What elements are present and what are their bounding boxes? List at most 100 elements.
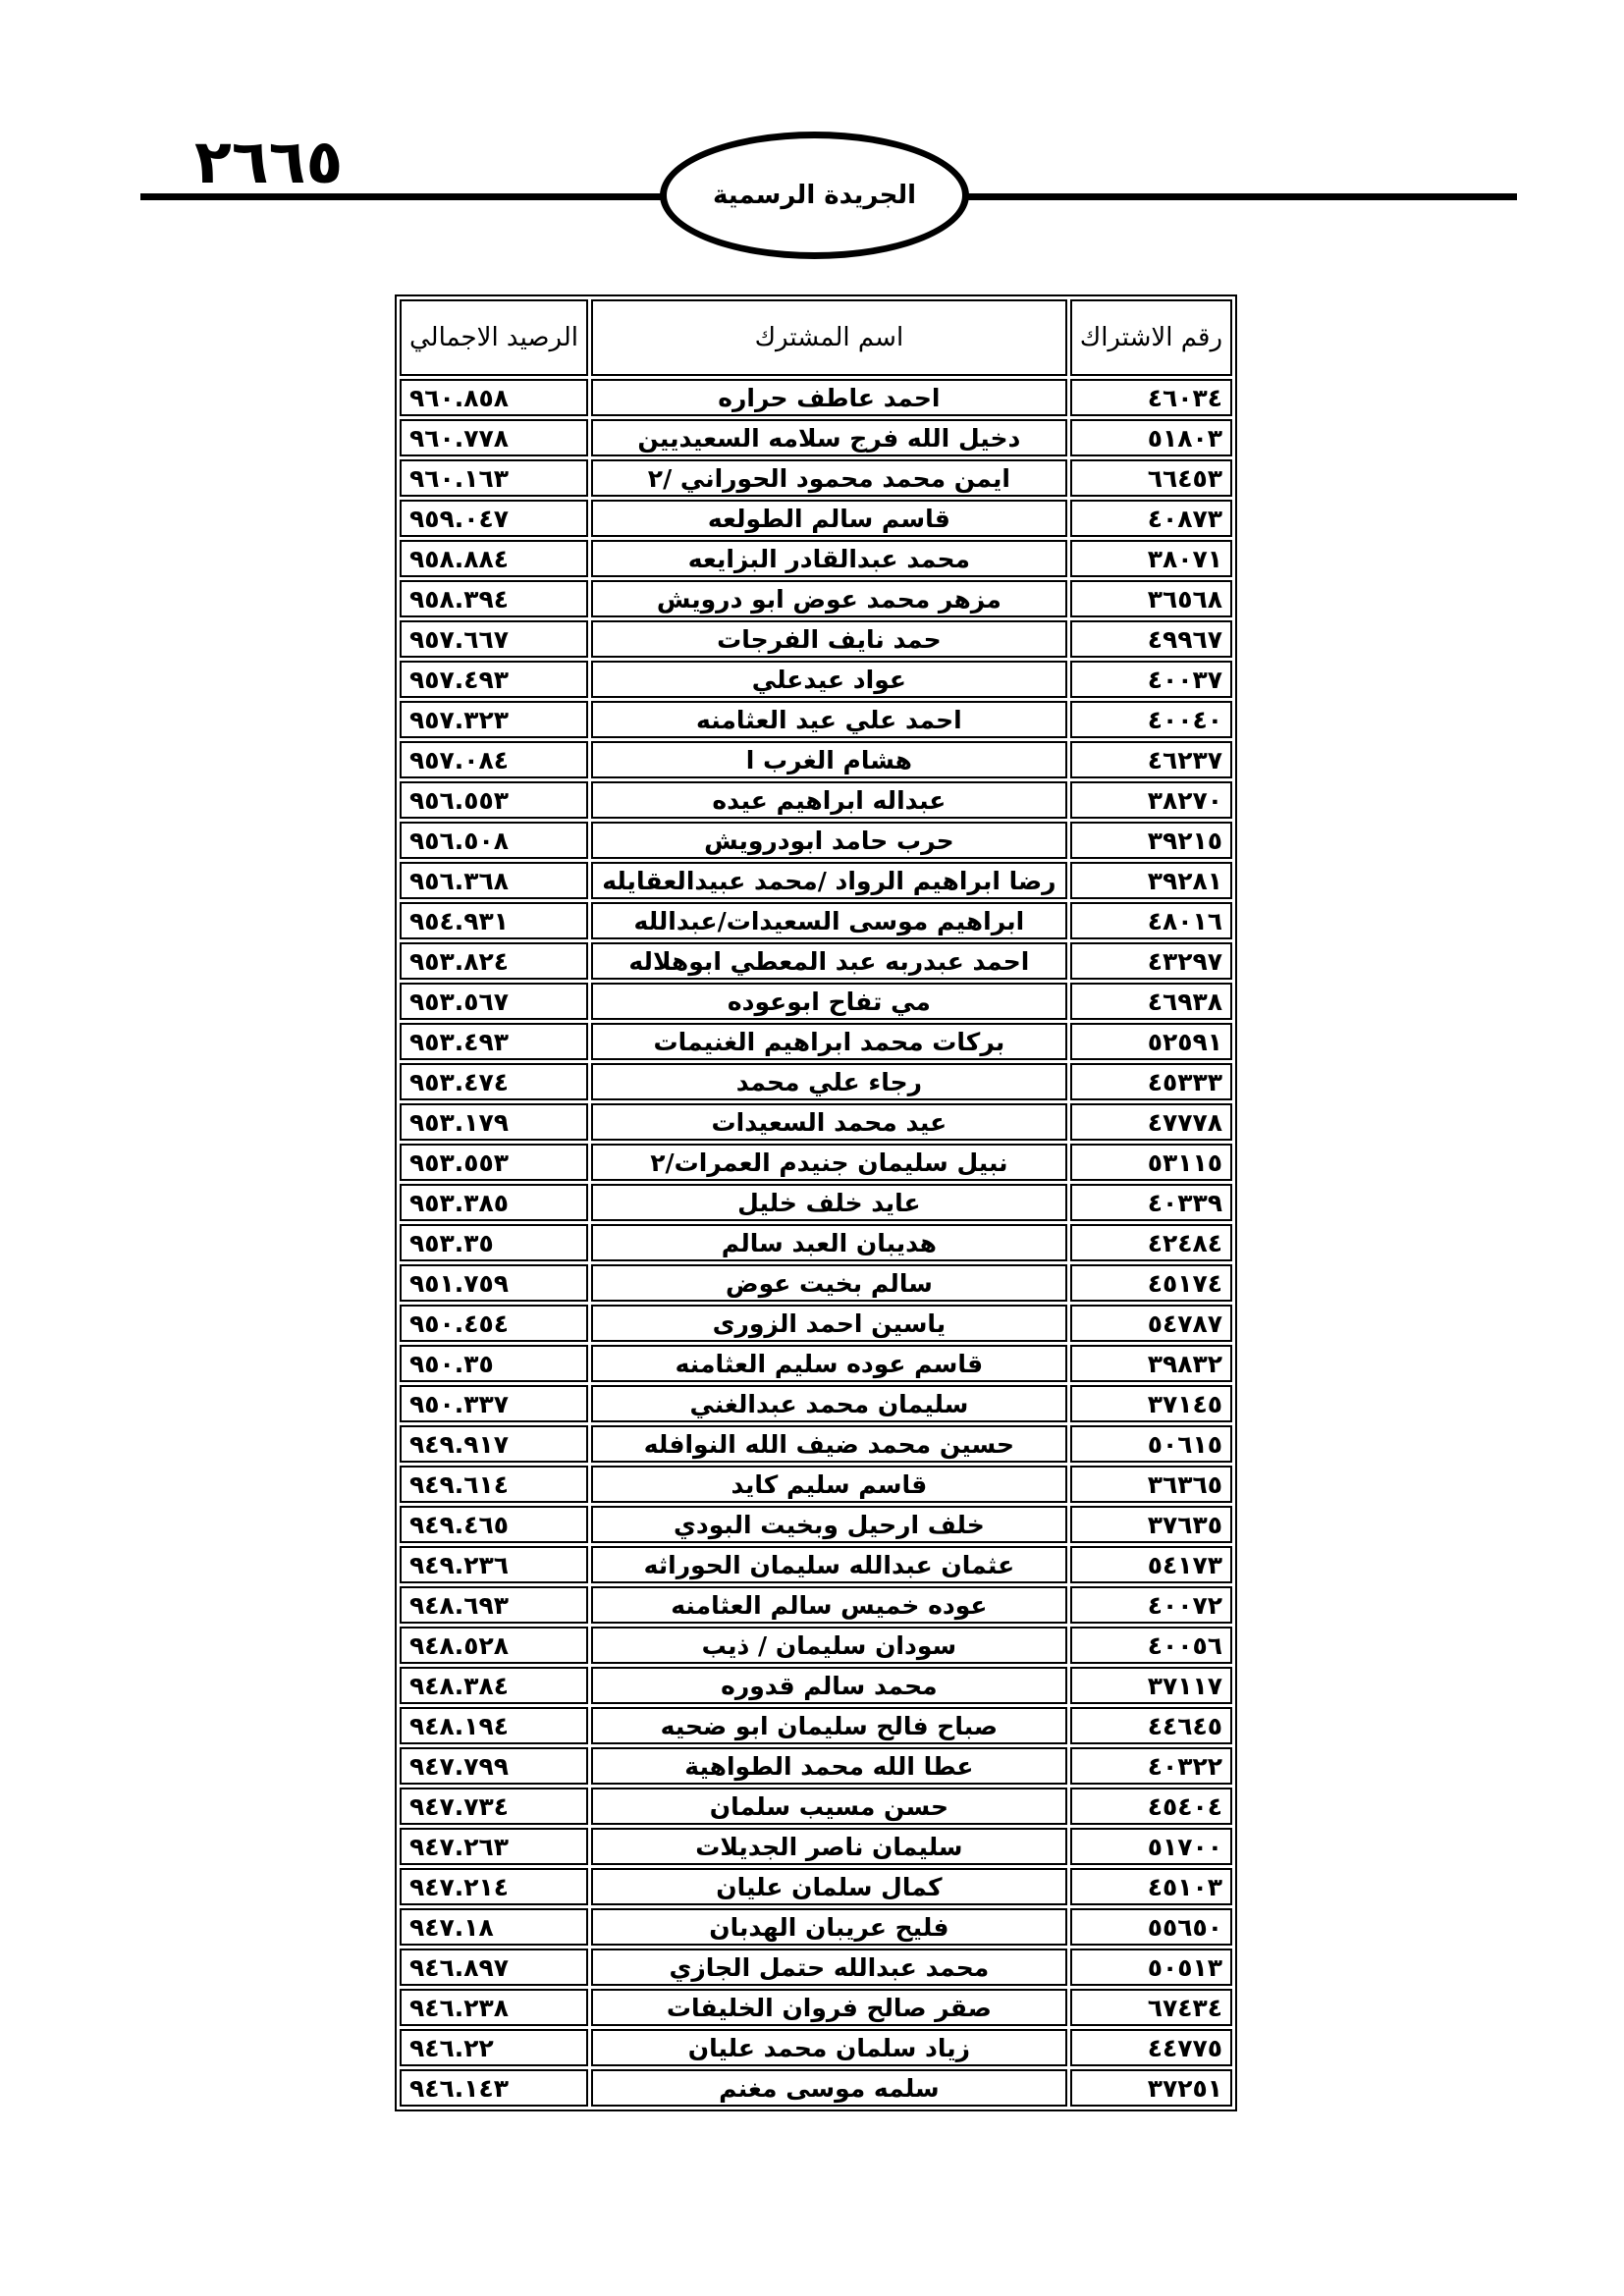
subscriber-name-cell: سليمان محمد عبدالغني — [591, 1385, 1067, 1422]
table-row: ٤٠٠٣٧ عواد عيدعلي ٩٥٧.٤٩٣ — [400, 661, 1232, 698]
subscription-number-cell: ٣٧١٤٥ — [1069, 1385, 1232, 1422]
subscriber-name-cell: دخيل الله فرج سلامه السعيديين — [591, 419, 1067, 456]
table-row: ٤٠٠٥٦ سودان سليمان / ذيب ٩٤٨.٥٢٨ — [400, 1627, 1232, 1664]
table-row: ٤٥٤٠٤ حسن مسيب سلمان ٩٤٧.٧٣٤ — [400, 1788, 1232, 1825]
table-header-row: رقم الاشتراك اسم المشترك الرصيد الاجمالي — [400, 299, 1232, 376]
subscription-number-cell: ٥٥٦٥٠ — [1069, 1908, 1232, 1946]
subscription-number-cell: ٣٩٢١٥ — [1069, 822, 1232, 859]
subscription-number-cell: ٣٨٢٧٠ — [1069, 781, 1232, 819]
subscription-number-cell: ٤٠٠٤٠ — [1069, 701, 1232, 738]
page-number: ٢٦٦٥ — [194, 126, 344, 197]
column-header-total-balance: الرصيد الاجمالي — [400, 299, 588, 376]
subscriber-name-cell: صقر صالح فروان الخليفات — [591, 1989, 1067, 2026]
total-balance-cell: ٩٥٧.٣٢٣ — [400, 701, 588, 738]
table-row: ٤٦٠٣٤ احمد عاطف حراره ٩٦٠.٨٥٨ — [400, 379, 1232, 416]
table-row: ٤٦٩٣٨ مي تفاح ابوعوده ٩٥٣.٥٦٧ — [400, 983, 1232, 1020]
total-balance-cell: ٩٤٨.١٩٤ — [400, 1707, 588, 1744]
table-row: ٤٦٢٣٧ هشام الغرب ا ٩٥٧.٠٨٤ — [400, 741, 1232, 778]
subscription-number-cell: ٣٩٢٨١ — [1069, 862, 1232, 899]
table-row: ٦٦٤٥٣ ايمن محمد محمود الحوراني /٢ ٩٦٠.١٦٣ — [400, 459, 1232, 497]
subscriber-name-cell: رجاء علي محمد — [591, 1063, 1067, 1100]
table-row: ٤٥٣٣٣ رجاء علي محمد ٩٥٣.٤٧٤ — [400, 1063, 1232, 1100]
total-balance-cell: ٩٥٣.٥٦٧ — [400, 983, 588, 1020]
total-balance-cell: ٩٤٧.٢١٤ — [400, 1868, 588, 1905]
total-balance-cell: ٩٤٩.٩١٧ — [400, 1425, 588, 1463]
total-balance-cell: ٩٥٣.٤٩٣ — [400, 1023, 588, 1060]
total-balance-cell: ٩٥٠.٣٥ — [400, 1345, 588, 1382]
table-row: ٣٧١١٧ محمد سالم قدوره ٩٤٨.٣٨٤ — [400, 1667, 1232, 1704]
subscriber-name-cell: نبيل سليمان جنيدم العمرات/٢ — [591, 1144, 1067, 1181]
subscription-number-cell: ٤٥١٠٣ — [1069, 1868, 1232, 1905]
subscriber-name-cell: مزهر محمد عوض ابو درويش — [591, 580, 1067, 617]
subscription-number-cell: ٤٦٠٣٤ — [1069, 379, 1232, 416]
total-balance-cell: ٩٥٠.٤٥٤ — [400, 1305, 588, 1342]
publication-title: الجريدة الرسمية — [713, 181, 916, 210]
table-row: ٥٥٦٥٠ فليح عريبان الهدبان ٩٤٧.١٨ — [400, 1908, 1232, 1946]
table-row: ٥١٨٠٣ دخيل الله فرج سلامه السعيديين ٩٦٠.٧٧… — [400, 419, 1232, 456]
subscription-number-cell: ٥٢٥٩١ — [1069, 1023, 1232, 1060]
column-header-subscriber-name: اسم المشترك — [591, 299, 1067, 376]
subscription-number-cell: ٣٨٠٧١ — [1069, 540, 1232, 577]
subscription-number-cell: ٣٧٢٥١ — [1069, 2069, 1232, 2107]
total-balance-cell: ٩٤٦.١٤٣ — [400, 2069, 588, 2107]
table-row: ٣٧١٤٥ سليمان محمد عبدالغني ٩٥٠.٣٣٧ — [400, 1385, 1232, 1422]
subscription-number-cell: ٣٦٣٦٥ — [1069, 1466, 1232, 1503]
subscriber-name-cell: قاسم سليم كايد — [591, 1466, 1067, 1503]
table-row: ٥١٧٠٠ سليمان ناصر الجديلات ٩٤٧.٢٦٣ — [400, 1828, 1232, 1865]
subscriber-name-cell: سودان سليمان / ذيب — [591, 1627, 1067, 1664]
total-balance-cell: ٩٥٦.٥٠٨ — [400, 822, 588, 859]
subscriber-name-cell: احمد عبدربه عبد المعطي ابوهلاله — [591, 942, 1067, 980]
subscription-number-cell: ٣٦٥٦٨ — [1069, 580, 1232, 617]
subscription-number-cell: ٤٠٣٣٩ — [1069, 1184, 1232, 1221]
total-balance-cell: ٩٥٤.٩٣١ — [400, 902, 588, 939]
total-balance-cell: ٩٤٨.٦٩٣ — [400, 1586, 588, 1624]
subscriber-name-cell: عطا الله محمد الطواهية — [591, 1747, 1067, 1785]
table-row: ٤٧٧٧٨ عيد محمد السعيدات ٩٥٣.١٧٩ — [400, 1103, 1232, 1141]
subscription-number-cell: ٤٦٩٣٨ — [1069, 983, 1232, 1020]
table-row: ٤٤٧٧٥ زياد سلمان محمد عليان ٩٤٦.٢٢ — [400, 2029, 1232, 2066]
subscription-number-cell: ٤٤٦٤٥ — [1069, 1707, 1232, 1744]
subscription-number-cell: ٤٥٤٠٤ — [1069, 1788, 1232, 1825]
total-balance-cell: ٩٥٨.٣٩٤ — [400, 580, 588, 617]
subscriber-name-cell: خلف ارحيل وبخيت البودي — [591, 1506, 1067, 1543]
table-row: ٤٢٤٨٤ هديبان العبد سالم ٩٥٣.٣٥ — [400, 1224, 1232, 1261]
table-row: ٦٧٤٣٤ صقر صالح فروان الخليفات ٩٤٦.٢٣٨ — [400, 1989, 1232, 2026]
table-row: ٤٠٠٧٢ عوده خميس سالم العثامنه ٩٤٨.٦٩٣ — [400, 1586, 1232, 1624]
table-row: ٣٧٦٣٥ خلف ارحيل وبخيت البودي ٩٤٩.٤٦٥ — [400, 1506, 1232, 1543]
total-balance-cell: ٩٤٧.٧٣٤ — [400, 1788, 588, 1825]
total-balance-cell: ٩٥٩.٠٤٧ — [400, 500, 588, 537]
subscriber-name-cell: حسن مسيب سلمان — [591, 1788, 1067, 1825]
table-row: ٤٠٠٤٠ احمد علي عيد العثامنه ٩٥٧.٣٢٣ — [400, 701, 1232, 738]
subscriber-name-cell: عثمان عبدالله سليمان الحوراثه — [591, 1546, 1067, 1583]
table-row: ٤٩٩٦٧ حمد نايف الفرجات ٩٥٧.٦٦٧ — [400, 620, 1232, 658]
subscriber-name-cell: كمال سلمان عليان — [591, 1868, 1067, 1905]
subscriber-name-cell: ياسين احمد الزورى — [591, 1305, 1067, 1342]
subscriber-name-cell: سلمه موسى مغنم — [591, 2069, 1067, 2107]
total-balance-cell: ٩٦٠.١٦٣ — [400, 459, 588, 497]
subscriber-name-cell: صباح فالح سليمان ابو ضحيه — [591, 1707, 1067, 1744]
total-balance-cell: ٩٥٨.٨٨٤ — [400, 540, 588, 577]
subscription-number-cell: ٦٦٤٥٣ — [1069, 459, 1232, 497]
total-balance-cell: ٩٤٧.١٨ — [400, 1908, 588, 1946]
table-row: ٤٠٣٢٢ عطا الله محمد الطواهية ٩٤٧.٧٩٩ — [400, 1747, 1232, 1785]
subscription-number-cell: ٤٠٣٢٢ — [1069, 1747, 1232, 1785]
table-row: ٤٠٨٧٣ قاسم سالم الطولعه ٩٥٩.٠٤٧ — [400, 500, 1232, 537]
total-balance-cell: ٩٤٨.٣٨٤ — [400, 1667, 588, 1704]
table-row: ٤٣٢٩٧ احمد عبدربه عبد المعطي ابوهلاله ٩٥٣.… — [400, 942, 1232, 980]
subscriber-name-cell: سالم بخيت عوض — [591, 1264, 1067, 1302]
total-balance-cell: ٩٥١.٧٥٩ — [400, 1264, 588, 1302]
subscriber-name-cell: احمد عاطف حراره — [591, 379, 1067, 416]
subscription-number-cell: ٤٠٠٣٧ — [1069, 661, 1232, 698]
table-row: ٣٨٠٧١ محمد عبدالقادر البزايعه ٩٥٨.٨٨٤ — [400, 540, 1232, 577]
subscriber-name-cell: محمد سالم قدوره — [591, 1667, 1067, 1704]
subscriber-name-cell: هديبان العبد سالم — [591, 1224, 1067, 1261]
subscriber-name-cell: عوده خميس سالم العثامنه — [591, 1586, 1067, 1624]
subscription-number-cell: ٤٥١٧٤ — [1069, 1264, 1232, 1302]
subscription-number-cell: ٤٥٣٣٣ — [1069, 1063, 1232, 1100]
total-balance-cell: ٩٦٠.٧٧٨ — [400, 419, 588, 456]
total-balance-cell: ٩٤٦.٨٩٧ — [400, 1949, 588, 1986]
table-row: ٣٨٢٧٠ عبداله ابراهيم عيده ٩٥٦.٥٥٣ — [400, 781, 1232, 819]
subscriber-name-cell: مي تفاح ابوعوده — [591, 983, 1067, 1020]
subscription-number-cell: ٤٤٧٧٥ — [1069, 2029, 1232, 2066]
table-row: ٣٦٥٦٨ مزهر محمد عوض ابو درويش ٩٥٨.٣٩٤ — [400, 580, 1232, 617]
